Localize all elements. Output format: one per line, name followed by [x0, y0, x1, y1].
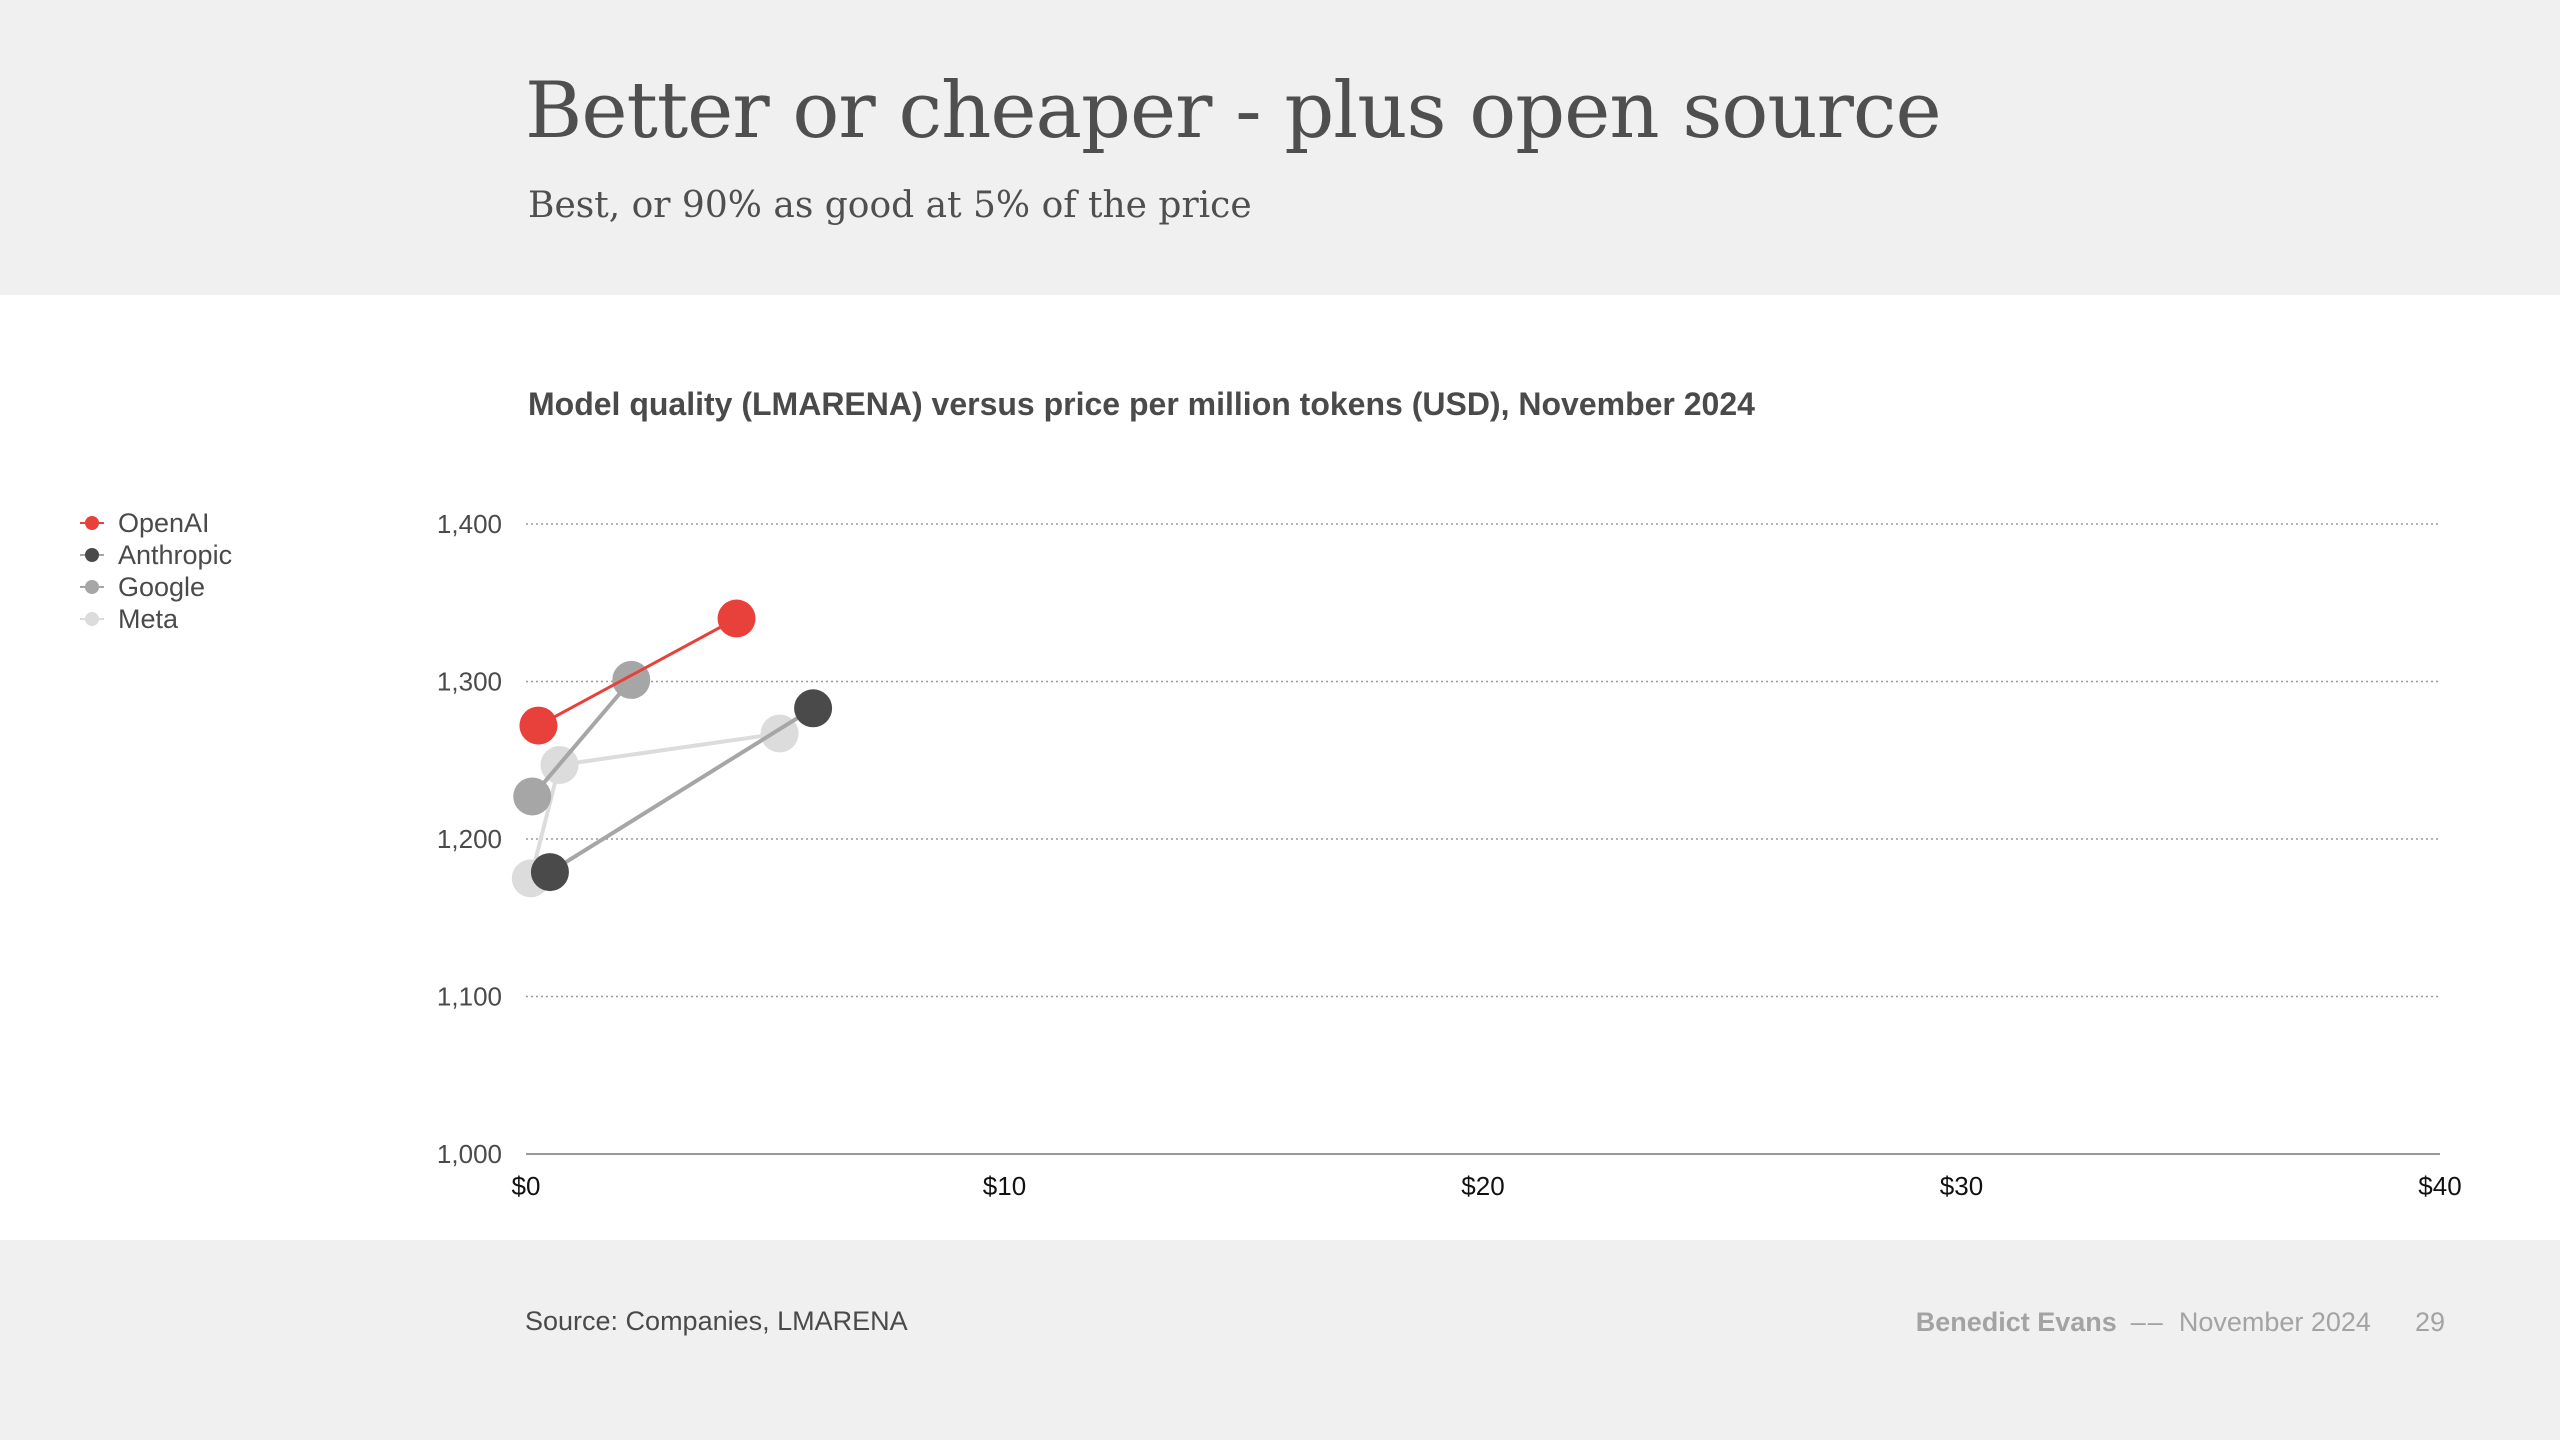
footer-band	[0, 1240, 2560, 1440]
header-band	[0, 0, 2560, 295]
openai-series-line	[537, 617, 738, 727]
google-series-line	[530, 678, 633, 798]
y-tick-label: 1,000	[437, 1139, 502, 1169]
legend-swatch-dot	[85, 516, 99, 530]
legend-swatch-dot	[85, 548, 99, 562]
legend-label: Meta	[118, 603, 179, 634]
x-tick-label: $20	[1461, 1171, 1504, 1201]
slide-title: Better or cheaper - plus open source	[525, 66, 1942, 156]
openai-data-point	[717, 599, 756, 638]
anthropic-data-point	[530, 853, 569, 892]
legend-swatch-meta	[78, 603, 106, 635]
footer-date: November 2024	[2178, 1307, 2371, 1337]
x-tick-label: $10	[983, 1171, 1026, 1201]
chart-title: Model quality (LMARENA) versus price per…	[528, 386, 1755, 422]
page-number: 29	[2414, 1307, 2445, 1337]
legend-item-openai: OpenAI	[78, 507, 232, 539]
x-tick-label: $0	[512, 1171, 541, 1201]
y-tick-label: 1,200	[437, 824, 502, 854]
legend-swatch-openai	[78, 507, 106, 539]
legend-swatch-dot	[85, 612, 99, 626]
google-data-point	[513, 777, 552, 816]
legend-label: OpenAI	[118, 507, 210, 538]
footer-credit: Benedict Evans –– November 2024 29	[1916, 1307, 2445, 1338]
anthropic-data-point	[794, 689, 833, 728]
anthropic-series-line	[548, 706, 815, 874]
legend-item-meta: Meta	[78, 603, 232, 635]
legend-swatch-dot	[85, 580, 99, 594]
footer-separator: ––	[2130, 1307, 2165, 1337]
legend-swatch-anthropic	[78, 539, 106, 571]
legend-label: Google	[118, 571, 206, 602]
slide-subtitle: Best, or 90% as good at 5% of the price	[528, 185, 1252, 226]
y-tick-label: 1,400	[437, 509, 502, 539]
legend-item-anthropic: Anthropic	[78, 539, 232, 571]
source-note: Source: Companies, LMARENA	[525, 1306, 908, 1336]
legend-item-google: Google	[78, 571, 232, 603]
legend-label: Anthropic	[118, 539, 233, 570]
x-tick-label: $40	[2418, 1171, 2461, 1201]
legend-swatch-google	[78, 571, 106, 603]
author-name: Benedict Evans	[1915, 1307, 2117, 1337]
y-tick-label: 1,300	[437, 667, 502, 697]
y-tick-label: 1,100	[437, 982, 502, 1012]
chart-legend: OpenAI Anthropic Google Meta	[78, 507, 232, 635]
x-tick-label: $30	[1940, 1171, 1983, 1201]
openai-data-point	[519, 706, 558, 745]
